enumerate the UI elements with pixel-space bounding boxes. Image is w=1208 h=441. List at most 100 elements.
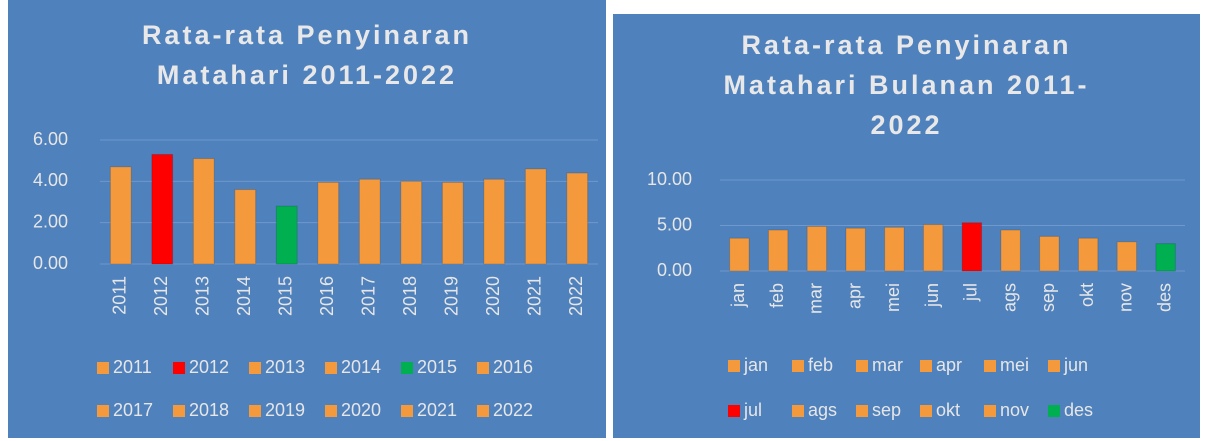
legend-label: jan xyxy=(743,355,768,375)
legend-swatch xyxy=(984,405,996,417)
bar xyxy=(1039,235,1060,272)
y-tick-label: 2.00 xyxy=(33,211,68,231)
legend-swatch xyxy=(728,360,740,372)
legend-swatch xyxy=(173,362,185,374)
x-tick-label: 2019 xyxy=(442,276,462,316)
legend-label: nov xyxy=(1000,400,1029,420)
legend-label: 2017 xyxy=(113,400,153,420)
legend-label: 2013 xyxy=(265,357,305,377)
x-tick-label: jan xyxy=(728,283,748,308)
legend-label: jun xyxy=(1063,355,1088,375)
x-tick-label: 2015 xyxy=(276,276,296,316)
bar xyxy=(483,178,506,265)
legend-label: sep xyxy=(872,400,901,420)
bar xyxy=(845,227,866,272)
bar xyxy=(275,205,298,265)
bar xyxy=(884,226,905,272)
legend-label: des xyxy=(1064,400,1093,420)
bar xyxy=(961,222,983,272)
chart: 0.00 2.00 4.00 6.00 2011 2011 2012 2012 2013 2013… xyxy=(33,129,598,420)
legend-label: jul xyxy=(743,400,762,420)
legend-label: 2021 xyxy=(417,400,457,420)
legend-label: 2015 xyxy=(417,357,457,377)
x-tick-label: jul xyxy=(961,283,981,302)
legend-label: 2019 xyxy=(265,400,305,420)
legend-swatch xyxy=(920,360,932,372)
bar xyxy=(109,166,132,265)
legend-swatch xyxy=(792,405,804,417)
legend-label: 2011 xyxy=(113,357,152,377)
legend-swatch xyxy=(728,405,740,417)
bar xyxy=(400,180,423,265)
legend-label: ags xyxy=(808,400,837,420)
x-tick-label: 2022 xyxy=(566,276,586,316)
legend-label: 2018 xyxy=(189,400,229,420)
bar xyxy=(922,224,944,272)
x-tick-label: sep xyxy=(1038,283,1058,312)
x-tick-label: 2018 xyxy=(400,276,420,316)
x-tick-label: 2021 xyxy=(525,276,545,316)
legend-swatch xyxy=(173,405,185,417)
legend-swatch xyxy=(856,405,868,417)
x-tick-label: mar xyxy=(806,283,826,314)
chart-title: Rata-rata Penyinaran Matahari 2011-2022 xyxy=(141,20,473,90)
legend-label: 2020 xyxy=(341,400,381,420)
bar xyxy=(151,153,174,265)
legend-swatch xyxy=(477,362,489,374)
bar xyxy=(767,229,789,272)
bar xyxy=(317,181,340,265)
y-tick-label: 4.00 xyxy=(33,170,68,190)
y-tick-label: 6.00 xyxy=(33,129,68,149)
x-tick-label: 2013 xyxy=(193,276,213,316)
legend-swatch xyxy=(325,362,337,374)
legend-label: 2022 xyxy=(493,400,533,420)
bar xyxy=(524,168,547,265)
y-tick-label: 0.00 xyxy=(33,253,68,273)
bar xyxy=(441,181,464,265)
legend-swatch xyxy=(1048,360,1060,372)
legend-label: feb xyxy=(808,355,833,375)
x-tick-label: 2011 xyxy=(110,276,130,315)
x-tick-label: 2012 xyxy=(151,276,171,316)
legend-swatch xyxy=(325,405,337,417)
x-tick-label: 2017 xyxy=(359,276,379,316)
legend-label: apr xyxy=(936,355,962,375)
legend-swatch xyxy=(97,405,109,417)
bar xyxy=(566,172,589,265)
chart-panel: Rata-rata Penyinaran Matahari Bulanan 20… xyxy=(613,14,1200,438)
y-tick-label: 0.00 xyxy=(657,260,692,280)
legend-swatch xyxy=(984,360,996,372)
legend-swatch xyxy=(401,362,413,374)
bar xyxy=(358,178,381,265)
legend-swatch xyxy=(856,360,868,372)
legend-label: 2016 xyxy=(493,357,533,377)
legend-swatch xyxy=(401,405,413,417)
y-tick-label: 10.00 xyxy=(647,169,692,189)
legend-swatch xyxy=(1048,405,1060,417)
bar xyxy=(729,237,750,272)
legend-swatch xyxy=(477,405,489,417)
x-tick-label: 2014 xyxy=(234,276,254,316)
x-tick-label: mei xyxy=(883,283,903,312)
bar xyxy=(1116,241,1138,272)
legend-label: mei xyxy=(1000,355,1029,375)
x-tick-label: ags xyxy=(999,283,1019,312)
legend-swatch xyxy=(920,405,932,417)
y-tick-label: 5.00 xyxy=(657,214,692,234)
x-tick-label: okt xyxy=(1077,283,1097,307)
x-tick-label: feb xyxy=(767,283,787,308)
x-tick-label: apr xyxy=(844,283,864,309)
legend-label: mar xyxy=(872,355,903,375)
chart-panel: Rata-rata Penyinaran Matahari 2011-2022 … xyxy=(8,0,606,438)
x-tick-label: 2020 xyxy=(483,276,503,316)
x-tick-label: nov xyxy=(1116,283,1136,312)
bar xyxy=(1155,243,1176,272)
legend-label: okt xyxy=(936,400,960,420)
legend-label: 2012 xyxy=(189,357,229,377)
x-tick-label: 2016 xyxy=(317,276,337,316)
bar xyxy=(234,189,257,265)
chart-title: Rata-rata Penyinaran Matahari Bulanan 20… xyxy=(723,30,1090,140)
bar xyxy=(806,225,828,272)
legend-swatch xyxy=(249,362,261,374)
